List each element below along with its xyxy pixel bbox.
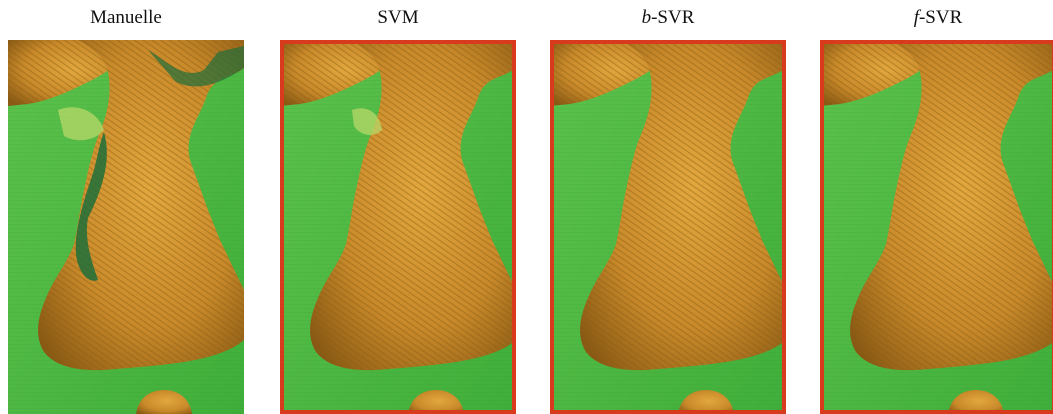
land-texture	[580, 40, 786, 371]
panel-svm: SVM	[280, 0, 516, 414]
map-svg	[550, 40, 786, 414]
land-texture	[38, 40, 244, 371]
land-texture	[8, 40, 128, 106]
panel-title: SVM	[377, 7, 419, 28]
land-region-bottom	[408, 390, 464, 414]
land-region-bottom	[678, 390, 734, 414]
panel-f-svr: f-SVR	[820, 0, 1053, 414]
panel-manuelle: Manuelle	[8, 0, 244, 414]
land-texture	[310, 40, 516, 371]
map-svg	[820, 40, 1053, 414]
pale-zone	[352, 108, 382, 135]
land-texture	[550, 40, 670, 106]
classification-map	[8, 40, 244, 414]
land-texture	[280, 40, 400, 106]
land-region-bottom	[948, 390, 1004, 414]
wetland-top	[148, 46, 244, 87]
land-region-bottom	[136, 390, 192, 414]
wetland-strip	[75, 132, 107, 281]
map-svg	[8, 40, 244, 414]
panel-title: f-SVR	[913, 7, 963, 28]
land-texture	[820, 40, 940, 106]
classification-map	[820, 40, 1053, 414]
classification-map	[280, 40, 516, 414]
panel-b-svr: b-SVR	[550, 0, 786, 414]
classification-map	[550, 40, 786, 414]
pale-zone	[58, 107, 104, 141]
panel-title: Manuelle	[90, 7, 162, 28]
panel-title: b-SVR	[641, 7, 695, 28]
map-svg	[280, 40, 516, 414]
land-texture	[850, 40, 1053, 371]
